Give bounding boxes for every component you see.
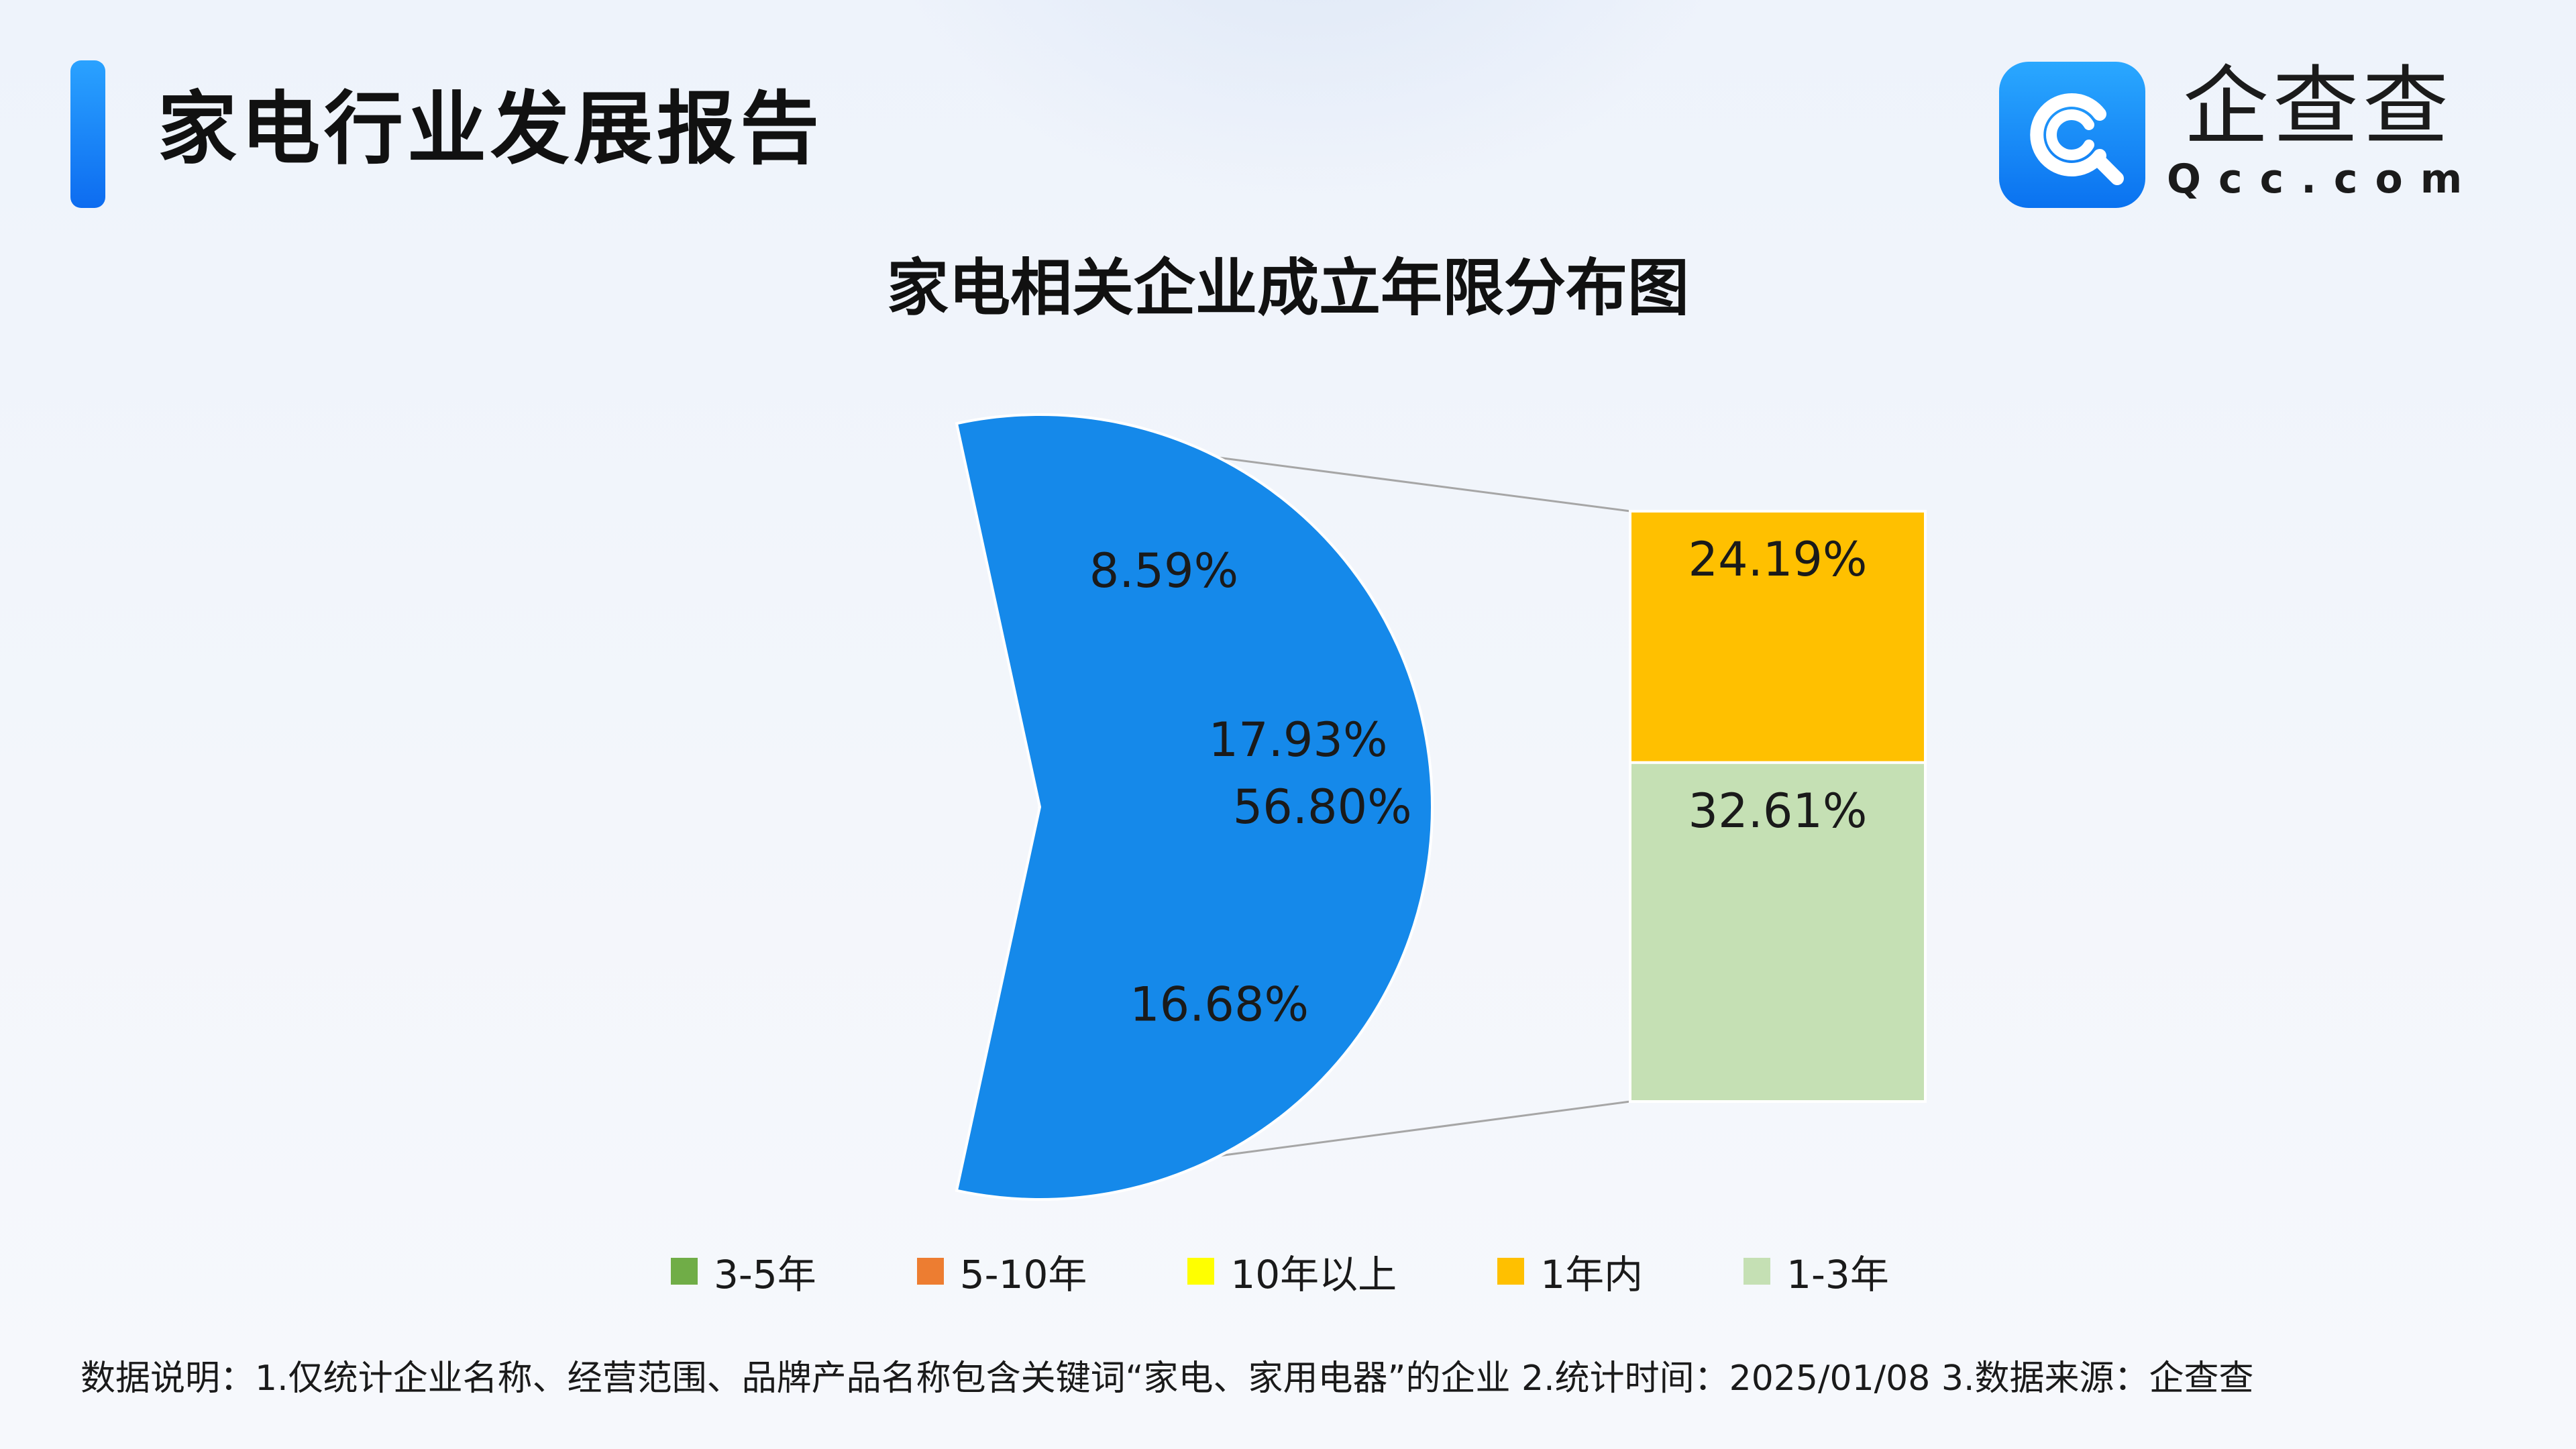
legend-item-2: 5-10年 (916, 1243, 1087, 1299)
chart-legend: 3-5年 5-10年 10年以上 1年内 1-3年 (671, 1244, 2012, 1298)
pie-slice-4 (955, 413, 1434, 1201)
legend-label: 5-10年 (959, 1252, 1087, 1297)
legend-swatch (916, 1258, 944, 1285)
pie-label-4: 56.80% (1233, 780, 1412, 835)
legend-item-1: 3-5年 (671, 1243, 816, 1299)
legend-swatch (1497, 1258, 1525, 1285)
pie-label-3: 8.59% (1089, 543, 1238, 598)
bar-segment-2 (1629, 761, 1927, 1103)
logo-domain: Qcc.com (2167, 156, 2480, 203)
legend-item-3: 10年以上 (1187, 1243, 1397, 1299)
legend-label: 1年内 (1540, 1252, 1644, 1297)
title-accent-bar (70, 60, 105, 208)
data-footnote: 数据说明：1.仅统计企业名称、经营范围、品牌产品名称包含关键词“家电、家用电器”… (80, 1358, 2254, 1399)
legend-swatch (1187, 1258, 1215, 1285)
pie-label-1: 16.68% (1130, 977, 1309, 1032)
bar-label-1: 24.19% (1688, 532, 1868, 587)
bar-label-2: 32.61% (1688, 784, 1868, 839)
bar-segment-1 (1629, 510, 1927, 764)
legend-label: 3-5年 (714, 1252, 816, 1297)
chart-title: 家电相关企业成立年限分布图 (886, 252, 1689, 324)
legend-label: 10年以上 (1230, 1252, 1397, 1297)
page-title: 家电行业发展报告 (158, 83, 824, 175)
legend-item-4: 1年内 (1497, 1243, 1643, 1299)
legend-swatch (1743, 1258, 1771, 1285)
qcc-logo-icon (1999, 62, 2145, 208)
legend-item-5: 1-3年 (1743, 1243, 1889, 1299)
pie-label-2: 17.93% (1209, 712, 1388, 767)
legend-label: 1-3年 (1786, 1252, 1889, 1297)
logo-name: 企查查 (2182, 57, 2453, 157)
legend-swatch (671, 1258, 698, 1285)
